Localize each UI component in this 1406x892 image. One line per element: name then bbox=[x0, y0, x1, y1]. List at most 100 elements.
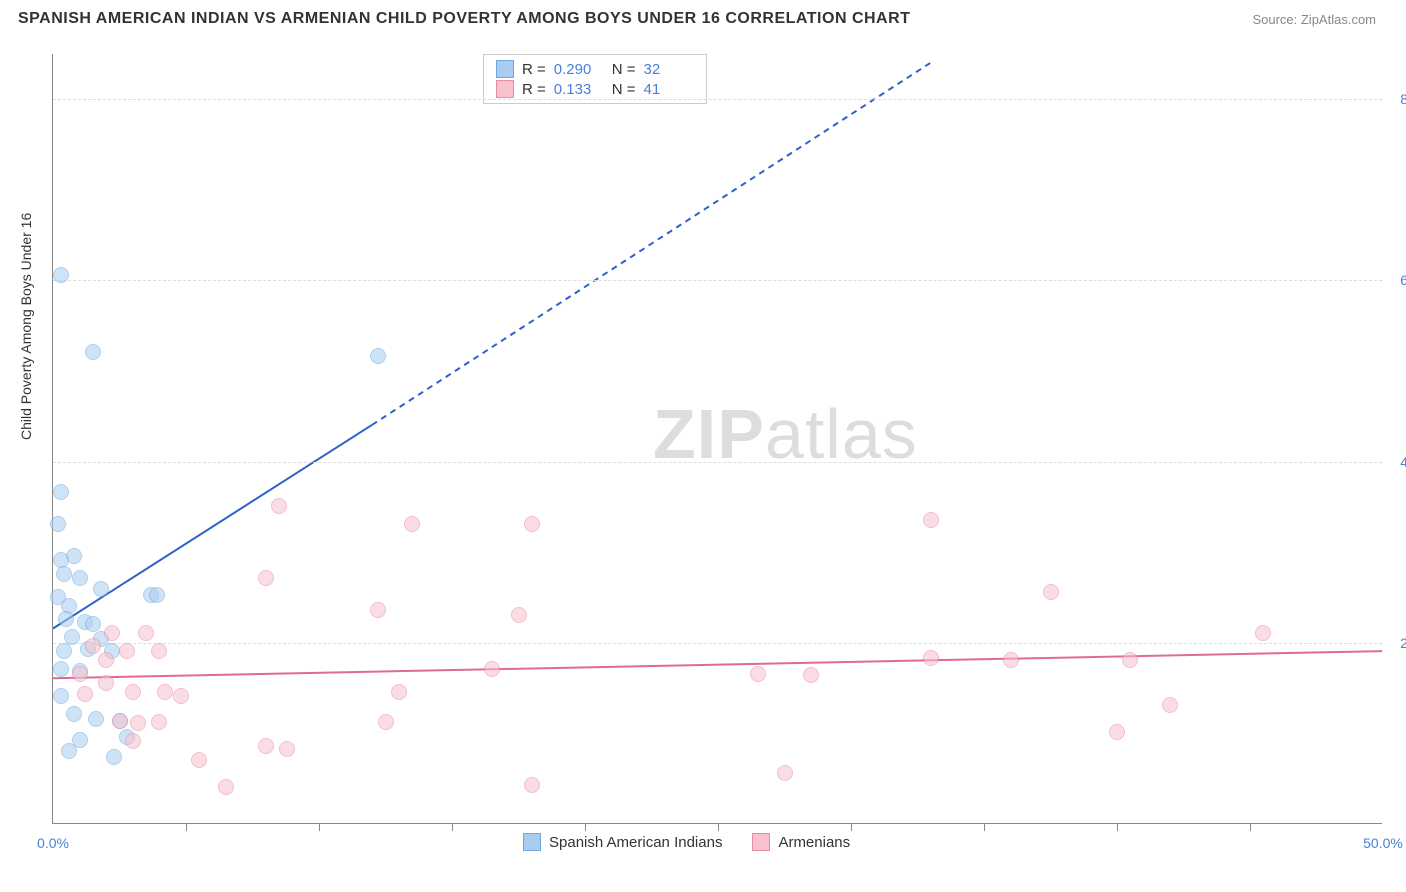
xtick bbox=[851, 823, 852, 831]
stats-legend-box: R = 0.290 N = 32 R = 0.133 N = 41 bbox=[483, 54, 707, 104]
stat-n-value: 32 bbox=[644, 61, 694, 78]
gridline bbox=[53, 99, 1382, 100]
legend-label: Spanish American Indians bbox=[549, 834, 722, 851]
xtick bbox=[718, 823, 719, 831]
xtick bbox=[1117, 823, 1118, 831]
scatter-point bbox=[130, 715, 146, 731]
scatter-point bbox=[1162, 697, 1178, 713]
gridline bbox=[53, 280, 1382, 281]
scatter-point bbox=[93, 581, 109, 597]
series-legend: Spanish American Indians Armenians bbox=[523, 833, 850, 851]
scatter-point bbox=[370, 348, 386, 364]
legend-item: Armenians bbox=[752, 833, 850, 851]
gridline bbox=[53, 462, 1382, 463]
scatter-point bbox=[173, 688, 189, 704]
stat-r-value: 0.290 bbox=[554, 61, 604, 78]
scatter-point bbox=[138, 625, 154, 641]
ytick-label: 40.0% bbox=[1400, 454, 1406, 470]
scatter-point bbox=[56, 566, 72, 582]
scatter-point bbox=[750, 666, 766, 682]
scatter-point bbox=[157, 684, 173, 700]
scatter-point bbox=[53, 484, 69, 500]
xtick bbox=[186, 823, 187, 831]
scatter-point bbox=[803, 667, 819, 683]
stats-row: R = 0.290 N = 32 bbox=[496, 59, 694, 79]
legend-swatch bbox=[523, 833, 541, 851]
scatter-point bbox=[923, 650, 939, 666]
scatter-point bbox=[279, 741, 295, 757]
chart-title: SPANISH AMERICAN INDIAN VS ARMENIAN CHIL… bbox=[18, 10, 910, 28]
scatter-point bbox=[1043, 584, 1059, 600]
scatter-point bbox=[77, 686, 93, 702]
scatter-point bbox=[191, 752, 207, 768]
scatter-point bbox=[511, 607, 527, 623]
scatter-point bbox=[1122, 652, 1138, 668]
scatter-point bbox=[98, 652, 114, 668]
scatter-point bbox=[56, 643, 72, 659]
scatter-point bbox=[85, 638, 101, 654]
scatter-point bbox=[524, 777, 540, 793]
scatter-point bbox=[106, 749, 122, 765]
scatter-point bbox=[119, 643, 135, 659]
xtick bbox=[452, 823, 453, 831]
scatter-point bbox=[923, 512, 939, 528]
stat-n-label: N = bbox=[612, 81, 636, 98]
scatter-point bbox=[218, 779, 234, 795]
scatter-point bbox=[151, 714, 167, 730]
scatter-point bbox=[149, 587, 165, 603]
scatter-point bbox=[1109, 724, 1125, 740]
scatter-point bbox=[72, 570, 88, 586]
legend-swatch bbox=[496, 80, 514, 98]
scatter-point bbox=[112, 713, 128, 729]
scatter-point bbox=[258, 738, 274, 754]
legend-label: Armenians bbox=[778, 834, 850, 851]
xtick-label-min: 0.0% bbox=[37, 835, 69, 851]
stat-r-label: R = bbox=[522, 81, 546, 98]
stat-n-value: 41 bbox=[644, 81, 694, 98]
scatter-point bbox=[50, 516, 66, 532]
scatter-point bbox=[370, 602, 386, 618]
scatter-point bbox=[85, 344, 101, 360]
scatter-point bbox=[98, 675, 114, 691]
scatter-point bbox=[391, 684, 407, 700]
scatter-point bbox=[66, 706, 82, 722]
scatter-point bbox=[777, 765, 793, 781]
xtick-label-max: 50.0% bbox=[1363, 835, 1403, 851]
source-label: Source: ZipAtlas.com bbox=[1252, 12, 1376, 27]
y-axis-label: Child Poverty Among Boys Under 16 bbox=[18, 213, 34, 440]
scatter-point bbox=[524, 516, 540, 532]
scatter-point bbox=[125, 733, 141, 749]
scatter-point bbox=[258, 570, 274, 586]
xtick bbox=[1250, 823, 1251, 831]
legend-item: Spanish American Indians bbox=[523, 833, 722, 851]
scatter-point bbox=[271, 498, 287, 514]
scatter-point bbox=[53, 688, 69, 704]
xtick bbox=[984, 823, 985, 831]
scatter-point bbox=[88, 711, 104, 727]
xtick bbox=[319, 823, 320, 831]
scatter-point bbox=[1255, 625, 1271, 641]
scatter-point bbox=[484, 661, 500, 677]
stat-r-label: R = bbox=[522, 61, 546, 78]
scatter-point bbox=[104, 625, 120, 641]
legend-swatch bbox=[752, 833, 770, 851]
ytick-label: 80.0% bbox=[1400, 91, 1406, 107]
stat-r-value: 0.133 bbox=[554, 81, 604, 98]
legend-swatch bbox=[496, 60, 514, 78]
scatter-point bbox=[125, 684, 141, 700]
scatter-point bbox=[53, 661, 69, 677]
scatter-point bbox=[53, 267, 69, 283]
stats-row: R = 0.133 N = 41 bbox=[496, 79, 694, 99]
ytick-label: 60.0% bbox=[1400, 272, 1406, 288]
scatter-point bbox=[85, 616, 101, 632]
xtick bbox=[585, 823, 586, 831]
scatter-point bbox=[58, 611, 74, 627]
scatter-point bbox=[378, 714, 394, 730]
scatter-point bbox=[404, 516, 420, 532]
stat-n-label: N = bbox=[612, 61, 636, 78]
gridline bbox=[53, 643, 1382, 644]
scatter-point bbox=[151, 643, 167, 659]
scatter-point bbox=[72, 666, 88, 682]
scatter-chart: ZIPatlas R =0.290N =32R =0.133N =41 Span… bbox=[52, 54, 1382, 824]
scatter-point bbox=[72, 732, 88, 748]
